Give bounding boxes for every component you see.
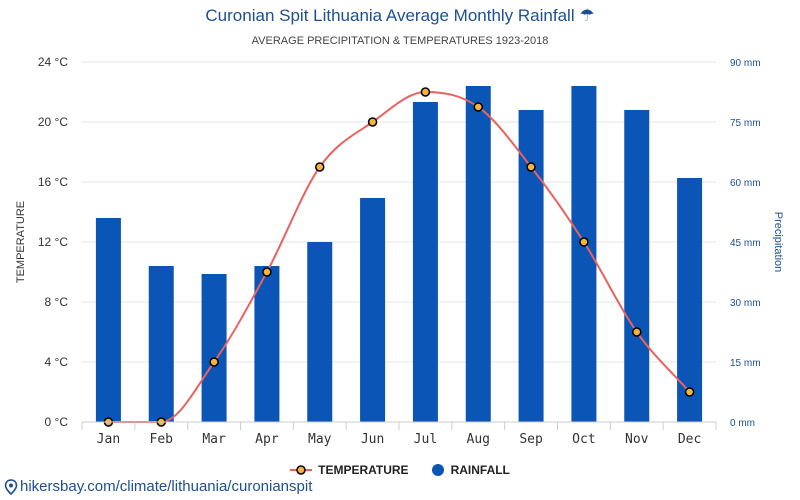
rainfall-bar-dec [677, 178, 703, 422]
left-axis-tick-label: 12 °C [38, 235, 68, 249]
x-axis-tick-label: Aug [467, 432, 490, 447]
x-axis-tick-label: Feb [150, 432, 174, 447]
map-pin-icon [4, 478, 18, 495]
grid-lines [82, 61, 716, 423]
left-axis-tick-label: 24 °C [38, 55, 68, 69]
temperature-point-jul [420, 87, 431, 97]
rainfall-bars [95, 86, 703, 422]
chart-title: Curonian Spit Lithuania Average Monthly … [205, 6, 595, 25]
right-axis-tick-label: 90 mm [730, 58, 761, 69]
left-axis-title: TEMPERATURE [15, 201, 27, 283]
temperature-line [108, 90, 691, 424]
rainfall-bar-jan [95, 218, 121, 422]
x-axis-tick-label: May [308, 432, 332, 447]
temperature-point-may [315, 162, 325, 172]
rainfall-legend-icon [431, 464, 444, 476]
right-axis-tick-label: 30 mm [730, 298, 761, 309]
rainfall-bar-feb [148, 266, 174, 422]
temperature-point-apr [262, 267, 272, 277]
right-axis-tick-label: 60 mm [730, 178, 761, 189]
axes: 0 °C 0 mm 4 °C 15 mm 8 °C 30 mm 12 °C 45 mm 16 °… [38, 55, 761, 447]
legend-item-rainfall[interactable]: RAINFALL [431, 463, 510, 477]
right-axis-title: Precipitation [772, 212, 784, 273]
chart-legend: TEMPERATURE RAINFALL [0, 463, 800, 477]
left-axis-tick-label: 16 °C [38, 175, 68, 189]
temperature-point-nov [632, 327, 642, 337]
x-axis-tick-label: Dec [678, 432, 701, 447]
temperature-legend-icon [290, 465, 313, 475]
rainfall-bar-aug [465, 86, 491, 422]
chart-subtitle: AVERAGE PRECIPITATION & TEMPERATURES 192… [251, 35, 549, 47]
rainfall-bar-jul [412, 102, 438, 422]
temperature-point-sep [526, 162, 536, 172]
source-link[interactable]: hikersbay.com/climate/lithuania/curonian… [4, 478, 312, 495]
temperature-line-layer [103, 87, 695, 427]
temperature-point-aug [473, 102, 483, 112]
x-axis-tick-label: Nov [625, 432, 649, 447]
legend-item-temperature[interactable]: TEMPERATURE [290, 463, 409, 477]
x-axis-tick-label: Oct [572, 432, 595, 447]
temperature-point-oct [579, 237, 589, 247]
left-axis-tick-label: 0 °C [45, 415, 69, 429]
right-axis-tick-label: 0 mm [730, 418, 755, 429]
left-axis-tick-label: 8 °C [45, 295, 69, 309]
x-axis-tick-label: Mar [202, 432, 226, 447]
rainfall-temperature-chart: 0 °C 0 mm 4 °C 15 mm 8 °C 30 mm 12 °C 45 mm 16 °… [15, 55, 784, 447]
rainfall-bar-apr [254, 266, 280, 422]
temperature-point-jun [367, 117, 378, 127]
left-axis-tick-label: 20 °C [38, 115, 68, 129]
legend-label-rainfall: RAINFALL [450, 463, 510, 477]
rainfall-bar-oct [571, 86, 597, 422]
temperature-point-dec [684, 387, 695, 397]
x-axis-tick-label: Sep [519, 432, 543, 447]
right-axis-tick-label: 45 mm [730, 238, 761, 249]
x-axis-tick-label: Apr [255, 432, 279, 447]
left-axis-tick-label: 4 °C [45, 355, 69, 369]
temperature-point-mar [209, 357, 219, 367]
rainfall-bar-sep [518, 110, 544, 422]
x-axis-tick-label: Jul [414, 432, 437, 447]
rainfall-bar-may [307, 242, 333, 422]
legend-label-temperature: TEMPERATURE [318, 463, 409, 477]
x-axis-tick-label: Jun [361, 432, 384, 447]
x-axis-tick-label: Jan [97, 432, 120, 447]
right-axis-tick-label: 15 mm [730, 358, 761, 369]
rainfall-bar-nov [624, 110, 650, 422]
source-link-text[interactable]: hikersbay.com/climate/lithuania/curonian… [20, 478, 313, 495]
right-axis-tick-label: 75 mm [730, 118, 761, 129]
rainfall-bar-jun [360, 198, 386, 422]
